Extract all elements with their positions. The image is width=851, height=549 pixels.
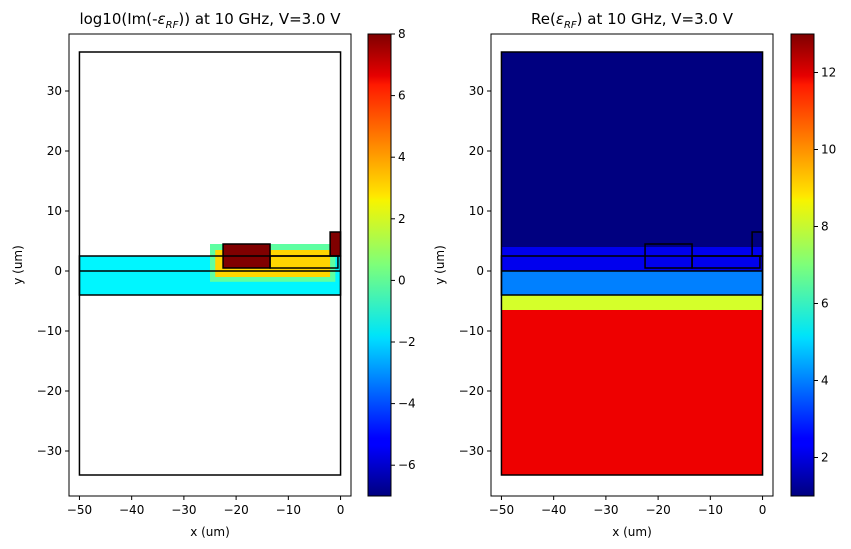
- x-axis-label-right: x (um): [612, 525, 652, 539]
- y-tick-label: 30: [469, 84, 484, 98]
- outline-box: [751, 231, 764, 257]
- region-transition: [501, 295, 763, 313]
- x-tick-label: −40: [541, 503, 566, 517]
- y-tick-label: 20: [47, 144, 62, 158]
- x-tick-label: −20: [645, 503, 670, 517]
- y-tick-label: 10: [469, 204, 484, 218]
- colorbar-tick-label: 8: [398, 27, 406, 41]
- y-tick-label: −10: [459, 324, 484, 338]
- colorbar-tick-label: −4: [398, 397, 416, 411]
- y-tick-label: −30: [37, 444, 62, 458]
- colorbar-tick-label: 0: [398, 273, 406, 287]
- colorbar-tick-label: −2: [398, 335, 416, 349]
- colorbar-ticks-right: 2 4 6 8 10 12: [814, 66, 836, 465]
- panel-im-eps: log10(Im(-εRF)) at 10 GHz, V=3.0 V −50 −4…: [11, 10, 416, 539]
- y-tick-label: −20: [459, 384, 484, 398]
- y-tick-label: 0: [476, 264, 484, 278]
- colorbar-tick-label: 12: [821, 66, 836, 80]
- x-tick-label: 0: [337, 503, 345, 517]
- x-tick-label: −30: [593, 503, 618, 517]
- colorbar-tick-label: −6: [398, 458, 416, 472]
- y-tick-label: 0: [54, 264, 62, 278]
- chart-title-right: Re(εRF) at 10 GHz, V=3.0 V: [531, 10, 734, 31]
- colorbar-tick-label: 8: [821, 220, 829, 234]
- outline-box: [78, 255, 342, 296]
- colorbar-tick-label: 4: [821, 374, 829, 388]
- x-tick-label: −10: [698, 503, 723, 517]
- colorbar-tick-label: 2: [398, 212, 406, 226]
- region-slab: [501, 271, 763, 295]
- colorbar-ticks-left: −6 −4 −2 0 2 4 6 8: [391, 27, 416, 472]
- x-tick-label: −30: [171, 503, 196, 517]
- x-tick-label: 0: [759, 503, 767, 517]
- y-axis-label-right: y (um): [433, 245, 447, 285]
- x-ticks-left: −50 −40 −30 −20 −10 0: [67, 496, 345, 517]
- y-tick-label: −10: [37, 324, 62, 338]
- x-tick-label: −20: [223, 503, 248, 517]
- colorbar-left: [367, 33, 392, 497]
- region-substrate: [501, 310, 763, 475]
- y-tick-label: 30: [47, 84, 62, 98]
- y-tick-label: −30: [459, 444, 484, 458]
- y-axis-label-left: y (um): [11, 245, 25, 285]
- colorbar-tick-label: 4: [398, 150, 406, 164]
- panel-re-eps: Re(εRF) at 10 GHz, V=3.0 V −50 −40 −30 −20−…: [433, 10, 836, 539]
- y-tick-label: −20: [37, 384, 62, 398]
- y-tick-label: 10: [47, 204, 62, 218]
- region-air: [501, 52, 763, 247]
- heatmap-regions-left: [79, 232, 341, 295]
- y-ticks-right: −30 −20 −10 0 10 20 30: [459, 84, 491, 458]
- x-tick-label: −50: [489, 503, 514, 517]
- colorbar-tick-label: 6: [398, 89, 406, 103]
- plot-frame-left: [68, 33, 352, 497]
- outline-box: [500, 255, 764, 296]
- outline-box: [691, 255, 761, 269]
- x-ticks-right: −50 −40 −30 −20 −10 0: [489, 496, 767, 517]
- x-axis-label-left: x (um): [190, 525, 230, 539]
- colorbar-right: [790, 33, 815, 497]
- x-tick-label: −10: [276, 503, 301, 517]
- structure-outlines-right: [500, 51, 764, 476]
- outline-box: [269, 255, 339, 269]
- heatmap-regions-right: [501, 52, 763, 475]
- y-tick-label: 20: [469, 144, 484, 158]
- region-electrode-right: [330, 232, 341, 256]
- colorbar-tick-label: 2: [821, 451, 829, 465]
- x-tick-label: −50: [67, 503, 92, 517]
- colorbar-tick-label: 10: [821, 143, 836, 157]
- outline-box: [329, 231, 342, 257]
- x-tick-label: −40: [119, 503, 144, 517]
- chart-title-left: log10(Im(-εRF)) at 10 GHz, V=3.0 V: [79, 10, 341, 31]
- colorbar-tick-label: 6: [821, 297, 829, 311]
- y-ticks-left: −30 −20 −10 0 10 20 30: [37, 84, 69, 458]
- structure-outlines-left: [78, 51, 342, 476]
- plot-frame-right: [490, 33, 774, 497]
